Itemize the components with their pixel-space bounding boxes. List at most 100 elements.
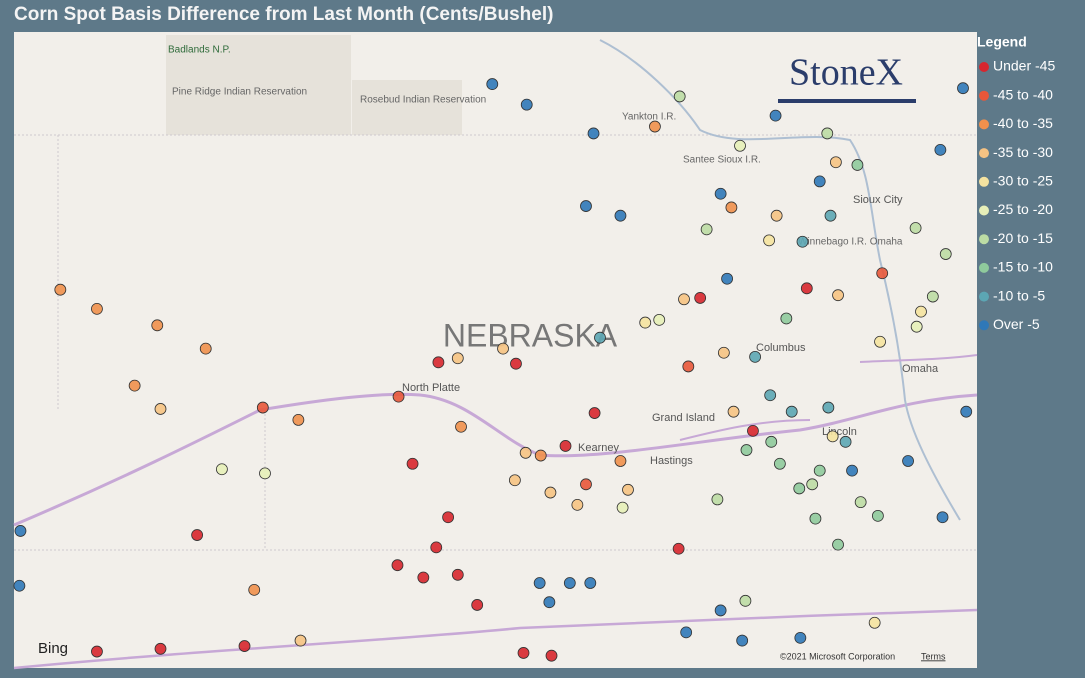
- map-point[interactable]: [747, 424, 759, 437]
- map-point[interactable]: [714, 604, 727, 617]
- map-point[interactable]: [510, 357, 522, 370]
- map-point[interactable]: [839, 435, 852, 448]
- map-point[interactable]: [829, 156, 842, 169]
- map-point[interactable]: [874, 335, 886, 348]
- map-point[interactable]: [770, 209, 783, 222]
- map-point[interactable]: [682, 360, 695, 373]
- map-point[interactable]: [442, 511, 455, 524]
- map-point[interactable]: [926, 290, 939, 303]
- map-point[interactable]: [813, 464, 826, 477]
- map-point[interactable]: [773, 457, 786, 470]
- map-point[interactable]: [580, 478, 592, 491]
- map-point[interactable]: [294, 634, 307, 647]
- map-point[interactable]: [725, 201, 738, 214]
- map-point[interactable]: [936, 511, 949, 524]
- map-point[interactable]: [721, 272, 733, 285]
- map-point[interactable]: [780, 312, 793, 325]
- terms-link[interactable]: Terms: [921, 651, 946, 661]
- map-point[interactable]: [584, 577, 597, 589]
- map-point[interactable]: [653, 313, 666, 326]
- map-point[interactable]: [451, 568, 464, 581]
- map-point[interactable]: [711, 493, 724, 506]
- map-point[interactable]: [960, 405, 973, 418]
- map-point[interactable]: [854, 496, 867, 509]
- map-point[interactable]: [54, 283, 67, 296]
- map-point[interactable]: [588, 407, 601, 419]
- map-point[interactable]: [832, 538, 844, 551]
- map-point[interactable]: [14, 525, 27, 537]
- map-point[interactable]: [545, 649, 558, 662]
- map-point[interactable]: [534, 449, 547, 462]
- map-point[interactable]: [727, 405, 740, 418]
- map-point[interactable]: [694, 292, 707, 304]
- map-point[interactable]: [292, 414, 305, 426]
- map-point[interactable]: [519, 446, 532, 459]
- map-point[interactable]: [871, 509, 884, 522]
- map-point[interactable]: [199, 342, 212, 355]
- map-point[interactable]: [939, 248, 952, 260]
- map-point[interactable]: [832, 289, 844, 302]
- map-point[interactable]: [673, 90, 686, 103]
- map-point[interactable]: [822, 401, 835, 414]
- map-point[interactable]: [520, 98, 533, 111]
- map-point[interactable]: [430, 541, 443, 554]
- map-point[interactable]: [571, 498, 584, 511]
- map-point[interactable]: [614, 209, 627, 222]
- map-point[interactable]: [563, 577, 576, 589]
- map-point[interactable]: [876, 267, 889, 280]
- map-point[interactable]: [649, 120, 661, 133]
- map-point[interactable]: [678, 293, 690, 306]
- map-point[interactable]: [824, 209, 837, 222]
- map-point[interactable]: [769, 109, 782, 122]
- map-point[interactable]: [813, 175, 826, 188]
- map-point[interactable]: [868, 616, 881, 629]
- map-point[interactable]: [580, 200, 592, 212]
- map-point[interactable]: [734, 139, 746, 152]
- map-point[interactable]: [680, 626, 693, 639]
- map-point[interactable]: [793, 482, 806, 495]
- map-point[interactable]: [739, 594, 752, 607]
- map-provider[interactable]: Bing: [38, 640, 68, 657]
- map-point[interactable]: [471, 599, 484, 611]
- map-point[interactable]: [417, 571, 430, 584]
- map-point[interactable]: [91, 645, 103, 658]
- map-point[interactable]: [915, 305, 927, 318]
- map-point[interactable]: [508, 474, 521, 487]
- map-point[interactable]: [717, 346, 730, 359]
- map-point[interactable]: [616, 501, 629, 514]
- map-point[interactable]: [700, 223, 713, 236]
- map-point[interactable]: [740, 444, 753, 456]
- map-point[interactable]: [238, 640, 251, 652]
- map-point[interactable]: [796, 235, 809, 248]
- map-point[interactable]: [622, 483, 634, 496]
- map-point[interactable]: [497, 342, 509, 355]
- map-point[interactable]: [714, 187, 727, 200]
- map-point[interactable]: [587, 127, 600, 140]
- map-point[interactable]: [785, 405, 798, 418]
- map-point[interactable]: [846, 464, 858, 477]
- map-point[interactable]: [806, 478, 819, 491]
- map-point[interactable]: [765, 435, 778, 448]
- map-point[interactable]: [455, 420, 467, 433]
- map-point[interactable]: [934, 143, 947, 156]
- map-point[interactable]: [392, 390, 405, 403]
- map-point[interactable]: [794, 631, 807, 644]
- map-point[interactable]: [902, 455, 914, 467]
- map-point[interactable]: [851, 159, 864, 171]
- map-point[interactable]: [517, 647, 530, 659]
- map-point[interactable]: [13, 579, 26, 592]
- map-point[interactable]: [391, 559, 404, 572]
- map-point[interactable]: [800, 282, 813, 295]
- map-point[interactable]: [763, 234, 776, 247]
- map-point[interactable]: [672, 542, 685, 555]
- map-point[interactable]: [154, 403, 167, 415]
- map-point[interactable]: [764, 389, 777, 402]
- map-point[interactable]: [215, 463, 228, 476]
- map-point[interactable]: [191, 529, 204, 541]
- map-point[interactable]: [256, 401, 269, 414]
- map-point[interactable]: [533, 577, 546, 589]
- map-point[interactable]: [544, 486, 557, 499]
- map-point[interactable]: [749, 350, 762, 363]
- map-point[interactable]: [559, 440, 572, 452]
- map-point[interactable]: [639, 316, 652, 329]
